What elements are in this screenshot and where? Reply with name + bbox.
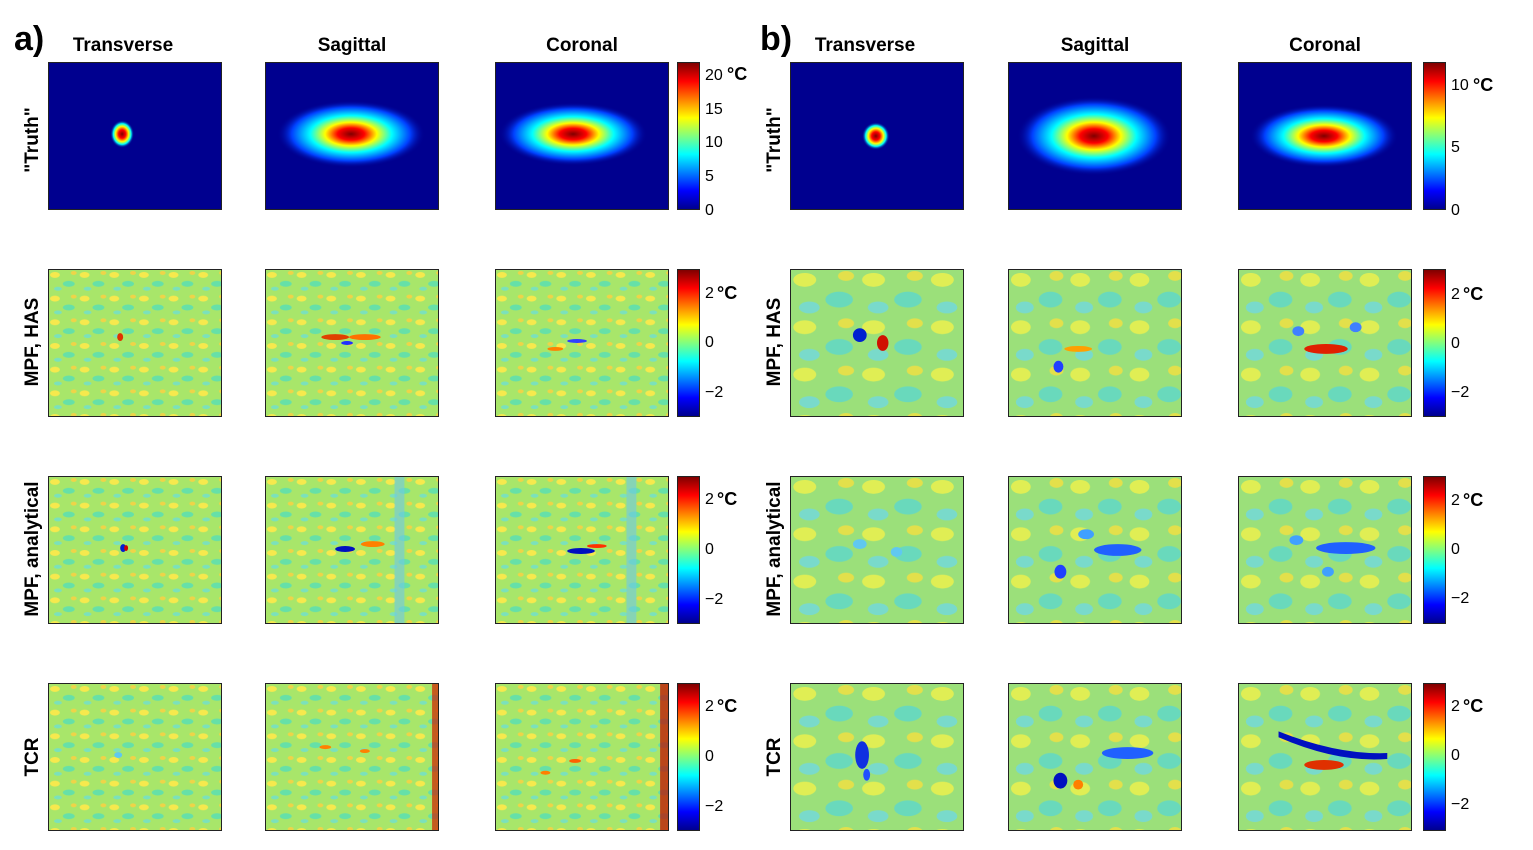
panel-label-b: b)	[760, 20, 793, 58]
map-b-has-transverse	[790, 269, 964, 417]
tick-label: −2	[705, 591, 724, 608]
unit-label: °C	[717, 489, 738, 509]
map-a-analytical-transverse	[48, 476, 222, 624]
map-b-analytical-coronal	[1238, 476, 1412, 624]
col-title-b-coronal: Coronal	[1289, 35, 1361, 56]
col-title-a-sagittal: Sagittal	[317, 35, 387, 56]
unit-label: °C	[1463, 284, 1484, 304]
tick-label: −2	[1451, 796, 1470, 813]
row-label-b-truth: "Truth"	[764, 107, 785, 173]
tick-label: 2	[1451, 492, 1460, 509]
unit-label: °C	[1463, 490, 1484, 510]
unit-label: °C	[1473, 75, 1494, 95]
panel-label-a: a)	[14, 20, 45, 58]
tick-label: 0	[1451, 541, 1460, 558]
map-a-truth-sagittal	[265, 62, 439, 210]
tick-label: −2	[705, 384, 724, 401]
tick-label: 2	[1451, 286, 1460, 303]
tick-label: 10	[1451, 77, 1469, 94]
tick-label: 0	[705, 541, 714, 558]
map-a-analytical-sagittal	[265, 476, 439, 624]
map-b-tcr-transverse	[790, 683, 964, 831]
unit-label: °C	[1463, 696, 1484, 716]
tick-label: 5	[1451, 139, 1460, 156]
row-label-a-mpf-analytical: MPF, analytical	[22, 481, 43, 617]
col-title-a-transverse: Transverse	[72, 35, 174, 56]
tick-label: 2	[705, 285, 714, 302]
map-b-analytical-transverse	[790, 476, 964, 624]
row-label-a-truth: "Truth"	[22, 107, 43, 173]
tick-label: 0	[705, 748, 714, 765]
tick-label: 15	[705, 101, 723, 118]
tick-label: 0	[1451, 747, 1460, 764]
tick-label: 0	[1451, 335, 1460, 352]
tick-label: 2	[705, 491, 714, 508]
colorbar-a-tcr	[677, 683, 700, 831]
map-a-tcr-transverse	[48, 683, 222, 831]
tick-label: 2	[705, 698, 714, 715]
map-a-has-coronal	[495, 269, 669, 417]
tick-label: 20	[705, 67, 723, 84]
map-a-truth-coronal	[495, 62, 669, 210]
map-a-has-transverse	[48, 269, 222, 417]
tick-label: −2	[1451, 590, 1470, 607]
colorbar-b-truth	[1423, 62, 1446, 210]
row-label-b-mpf-analytical: MPF, analytical	[764, 481, 785, 617]
row-label-b-mpf-has: MPF, HAS	[764, 297, 785, 387]
tick-label: 0	[705, 202, 714, 219]
map-b-analytical-sagittal	[1008, 476, 1182, 624]
map-b-has-coronal	[1238, 269, 1412, 417]
map-a-truth-transverse	[48, 62, 222, 210]
map-b-tcr-coronal	[1238, 683, 1412, 831]
map-b-truth-coronal	[1238, 62, 1412, 210]
map-a-tcr-coronal	[495, 683, 669, 831]
col-title-b-transverse: Transverse	[814, 35, 916, 56]
map-b-truth-sagittal	[1008, 62, 1182, 210]
tick-label: 5	[705, 168, 714, 185]
col-title-b-sagittal: Sagittal	[1060, 35, 1130, 56]
colorbar-a-has	[677, 269, 700, 417]
tick-label: −2	[1451, 384, 1470, 401]
colorbar-b-has	[1423, 269, 1446, 417]
map-b-tcr-sagittal	[1008, 683, 1182, 831]
col-title-a-coronal: Coronal	[546, 35, 618, 56]
tick-label: 0	[705, 334, 714, 351]
tick-label: 2	[1451, 698, 1460, 715]
tick-label: 0	[1451, 202, 1460, 219]
tick-label: 10	[705, 134, 723, 151]
row-label-a-mpf-has: MPF, HAS	[22, 297, 43, 387]
tick-label: −2	[705, 798, 724, 815]
map-b-has-sagittal	[1008, 269, 1182, 417]
colorbar-b-analytical	[1423, 476, 1446, 624]
map-a-has-sagittal	[265, 269, 439, 417]
row-label-b-tcr: TCR	[764, 737, 785, 777]
colorbar-a-analytical	[677, 476, 700, 624]
unit-label: °C	[717, 696, 738, 716]
colorbar-a-truth	[677, 62, 700, 210]
colorbar-b-tcr	[1423, 683, 1446, 831]
unit-label: °C	[717, 283, 738, 303]
map-b-truth-transverse	[790, 62, 964, 210]
map-a-tcr-sagittal	[265, 683, 439, 831]
unit-label: °C	[727, 64, 748, 84]
row-label-a-tcr: TCR	[22, 737, 43, 777]
map-a-analytical-coronal	[495, 476, 669, 624]
